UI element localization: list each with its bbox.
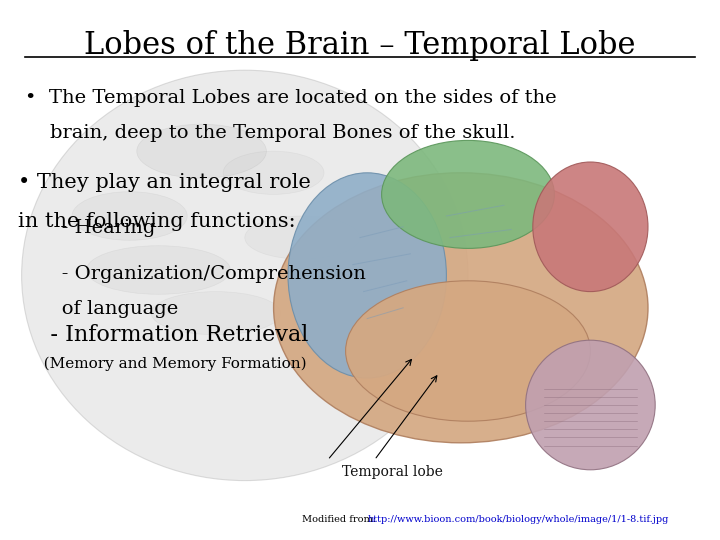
Text: - Hearing: - Hearing [43,219,156,237]
Text: Modified from:: Modified from: [302,515,383,524]
Text: http://www.bioon.com/book/biology/whole/image/1/1-8.tif.jpg: http://www.bioon.com/book/biology/whole/… [367,515,669,524]
Ellipse shape [288,173,446,378]
Ellipse shape [22,70,468,481]
Ellipse shape [245,216,360,259]
Text: - Information Retrieval: - Information Retrieval [29,324,308,346]
Ellipse shape [274,173,648,443]
Ellipse shape [223,151,324,194]
Ellipse shape [346,281,590,421]
Text: Temporal lobe: Temporal lobe [342,465,443,480]
Ellipse shape [151,292,281,335]
Text: brain, deep to the Temporal Bones of the skull.: brain, deep to the Temporal Bones of the… [25,124,516,142]
Text: of language: of language [43,300,179,318]
Ellipse shape [526,340,655,470]
Ellipse shape [533,162,648,292]
Ellipse shape [72,192,187,240]
Text: •  The Temporal Lobes are located on the sides of the: • The Temporal Lobes are located on the … [25,89,557,107]
Text: • They play an integral role: • They play an integral role [18,173,311,192]
Ellipse shape [86,246,230,294]
Text: - Organization/Comprehension: - Organization/Comprehension [43,265,366,282]
Text: (Memory and Memory Formation): (Memory and Memory Formation) [29,356,307,371]
Text: in the following functions:: in the following functions: [18,212,296,231]
Ellipse shape [382,140,554,248]
Text: Lobes of the Brain – Temporal Lobe: Lobes of the Brain – Temporal Lobe [84,30,636,60]
Ellipse shape [137,124,266,178]
